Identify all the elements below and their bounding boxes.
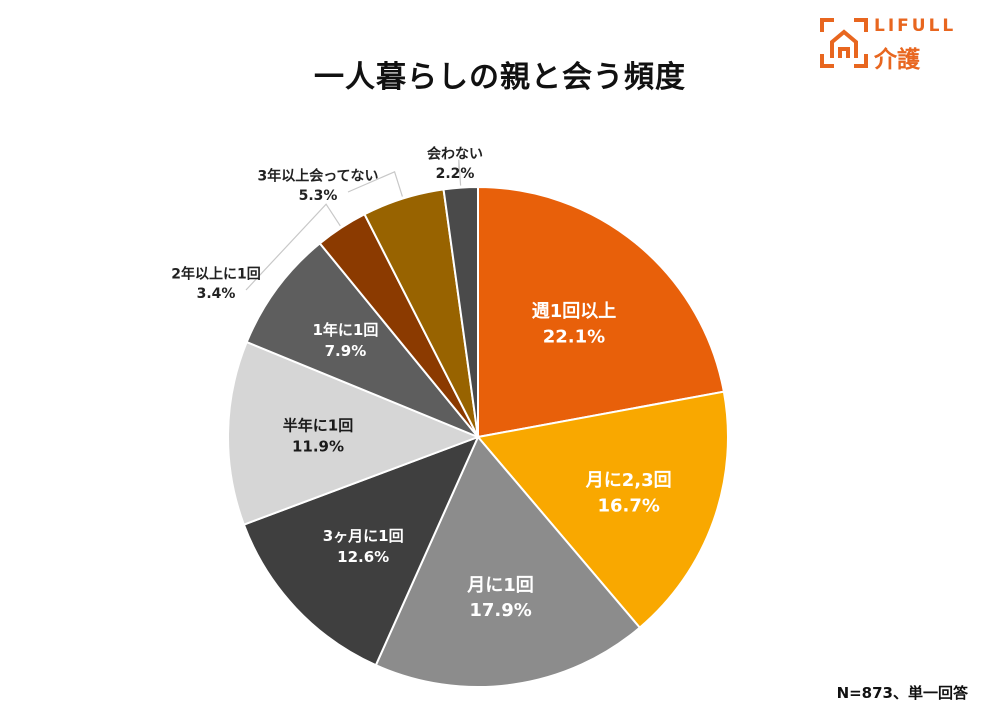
- brand-logo: LIFULL 介護: [818, 14, 988, 74]
- slice-value-4: 12.6%: [337, 548, 389, 566]
- slice-label-2: 月に2,3回: [585, 470, 672, 491]
- leader-line-9: [458, 159, 462, 186]
- slice-label-7: 2年以上に1回: [171, 266, 260, 283]
- leader-line-8: [347, 170, 403, 197]
- slice-label-5: 半年に1回: [283, 417, 353, 435]
- pie-slice-4: [242, 435, 480, 667]
- slice-label-8: 3年以上会ってない: [257, 168, 378, 185]
- logo-sub: 介護: [874, 47, 920, 73]
- slice-value-1: 22.1%: [543, 326, 605, 347]
- logo-name: LIFULL: [874, 16, 957, 36]
- pie-slice-9: [442, 185, 479, 438]
- house-frame-icon: [820, 18, 868, 68]
- slice-label-6: 1年に1回: [312, 321, 378, 339]
- slice-value-8: 5.3%: [299, 188, 338, 204]
- slice-label-3: 月に1回: [466, 575, 534, 596]
- sample-note: N=873、単一回答: [836, 684, 968, 702]
- slice-label-9: 会わない: [427, 146, 483, 163]
- chart-title: 一人暮らしの親と会う頻度: [314, 60, 686, 95]
- pie-slice-1: [477, 185, 726, 439]
- slice-label-4: 3ヶ月に1回: [323, 527, 404, 545]
- pie-slice-5: [227, 340, 481, 526]
- slice-label-1: 週1回以上: [532, 301, 617, 322]
- slice-value-5: 11.9%: [292, 438, 344, 456]
- pie-slice-6: [245, 241, 479, 438]
- slice-value-2: 16.7%: [597, 495, 659, 516]
- slice-value-6: 7.9%: [325, 342, 367, 360]
- pie-slice-2: [476, 390, 729, 630]
- leader-line-7: [245, 203, 341, 291]
- pie-slice-3: [374, 435, 642, 688]
- slice-value-9: 2.2%: [436, 166, 475, 182]
- slice-value-7: 3.4%: [197, 286, 236, 302]
- slice-value-3: 17.9%: [469, 600, 531, 621]
